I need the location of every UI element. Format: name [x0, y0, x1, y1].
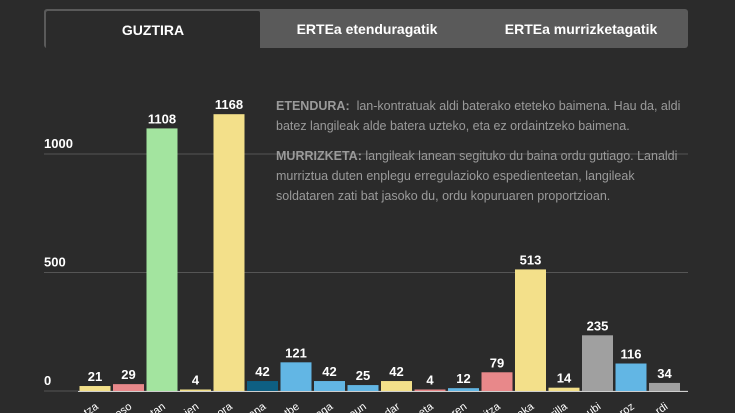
bar-value-label: 4: [192, 373, 200, 388]
murrizketa-definition: MURRIZKETA: langileak lanean segituko du…: [276, 146, 696, 206]
x-tick-label: ...aka: [507, 400, 537, 413]
tab-guztira[interactable]: GUZTIRA: [46, 11, 260, 48]
bar[interactable]: [649, 382, 680, 391]
bar-value-label: 1108: [148, 111, 176, 126]
x-tick-label: ...oun: [339, 401, 368, 413]
etendura-term: ETENDURA:: [276, 99, 350, 113]
x-tick-label: ...rdi: [646, 401, 670, 413]
bar[interactable]: [247, 381, 278, 391]
x-tick-label: ...eta: [409, 400, 437, 413]
x-tick-label: ...ren: [442, 401, 469, 413]
bar-value-label: 12: [456, 371, 470, 386]
tab-erte-etendura[interactable]: ERTEa etenduragatik: [296, 20, 438, 37]
bar-value-label: 14: [557, 371, 572, 386]
bar[interactable]: [615, 363, 647, 391]
bar[interactable]: [113, 384, 144, 391]
y-tick-label: 1000: [44, 136, 73, 151]
bar-value-label: 79: [490, 355, 504, 370]
bar[interactable]: [481, 372, 513, 391]
bar[interactable]: [414, 389, 446, 392]
bar-value-label: 235: [587, 318, 609, 333]
x-tick-label: ...tbe: [275, 401, 302, 413]
bar[interactable]: [515, 269, 546, 391]
tab-erte-murrizketa[interactable]: ERTEa murrizketagatik: [504, 20, 658, 37]
bar[interactable]: [448, 388, 479, 391]
x-tick-label: ...oso: [105, 401, 134, 413]
bar-value-label: 513: [520, 252, 542, 267]
x-tick-label: ...ubi: [577, 401, 603, 413]
tab-bar: GUZTIRA ERTEa etenduragatik ERTEa murriz…: [44, 9, 688, 48]
bar-value-label: 42: [322, 364, 336, 379]
bar[interactable]: [180, 389, 211, 392]
info-box: ETENDURA: lan-kontratuak aldi baterako e…: [276, 96, 696, 216]
bar-value-label: 116: [621, 347, 642, 362]
bar-value-label: 42: [389, 364, 403, 379]
bar[interactable]: [280, 362, 312, 391]
bar[interactable]: [314, 381, 345, 391]
x-tick-label: ...ana: [239, 400, 269, 413]
bar-value-label: 1168: [215, 97, 243, 112]
murrizketa-term: MURRIZKETA:: [276, 149, 362, 163]
bar-value-label: 25: [356, 368, 370, 383]
bar-value-label: 121: [285, 345, 307, 360]
x-tick-label: ...tan: [141, 401, 168, 413]
bar-value-label: 4: [426, 373, 434, 388]
bar[interactable]: [347, 385, 379, 391]
x-tick-label: ...aga: [306, 400, 336, 413]
bar-value-label: 29: [121, 367, 135, 382]
y-tick-label: 500: [44, 255, 66, 270]
x-tick-label: ...roz: [610, 401, 637, 413]
bar-value-label: 21: [88, 369, 102, 384]
y-tick-label: 0: [44, 373, 51, 388]
x-tick-label: ...ien: [175, 401, 201, 413]
bar[interactable]: [548, 387, 580, 391]
x-tick-label: ...dar: [375, 400, 403, 413]
x-tick-label: ...ora: [207, 400, 235, 413]
bar-value-label: 42: [255, 364, 269, 379]
x-tick-label: ...itza: [474, 400, 503, 413]
bar[interactable]: [582, 335, 613, 391]
murrizketa-text: langileak lanean segituko du baina ordu …: [276, 149, 678, 203]
x-tick-label: ...tza: [74, 400, 101, 413]
bar[interactable]: [213, 114, 245, 392]
bar-value-label: 34: [657, 366, 672, 381]
x-tick-label: ...rilla: [541, 400, 570, 413]
bar[interactable]: [79, 386, 111, 391]
bar[interactable]: [381, 381, 412, 391]
etendura-definition: ETENDURA: lan-kontratuak aldi baterako e…: [276, 96, 696, 136]
bar[interactable]: [146, 128, 178, 392]
etendura-text: lan-kontratuak aldi baterako eteteko bai…: [276, 99, 681, 133]
